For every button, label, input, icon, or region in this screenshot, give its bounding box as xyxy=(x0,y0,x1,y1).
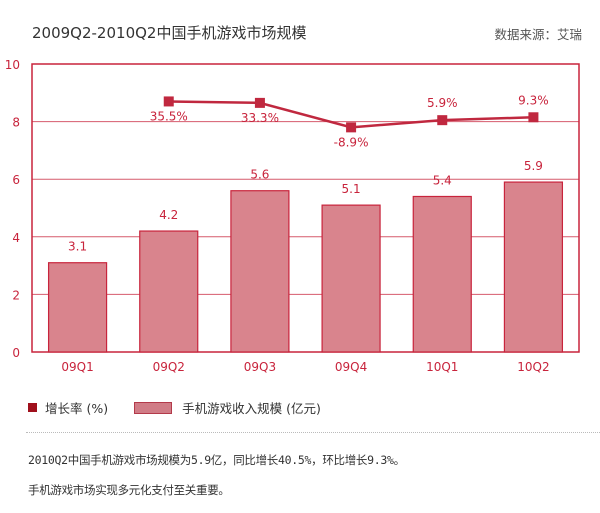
growth-value-label: -8.9% xyxy=(334,135,369,149)
x-tick-label: 10Q2 xyxy=(517,360,549,374)
note-line-2: 手机游戏市场实现多元化支付至关重要。 xyxy=(28,483,230,497)
y-tick-label: 0 xyxy=(12,346,20,360)
gridlines xyxy=(31,63,580,353)
plot-frame xyxy=(31,63,580,353)
growth-marker xyxy=(528,112,539,123)
growth-labels: 35.5% 33.3% -8.9% 5.9% 9.3% xyxy=(150,93,549,149)
bars xyxy=(47,181,564,353)
y-tick-label: 2 xyxy=(12,288,20,302)
legend-item-growth: 增长率 (%) xyxy=(28,398,108,417)
growth-marker xyxy=(163,96,174,107)
x-tick-label: 09Q3 xyxy=(244,360,276,374)
y-tick-label: 8 xyxy=(12,116,20,130)
bar xyxy=(230,190,290,353)
legend-rect-icon xyxy=(134,401,173,414)
note-line-1: 2010Q2中国手机游戏市场规模为5.9亿，同比增长40.5%，环比增长9.3%… xyxy=(28,453,405,467)
legend-label-growth: 增长率 (%) xyxy=(45,401,109,416)
legend: 增长率 (%) 手机游戏收入规模 (亿元) xyxy=(28,398,347,417)
divider xyxy=(26,432,600,433)
x-tick-label: 09Q2 xyxy=(153,360,185,374)
y-tick-labels: 0 2 4 6 8 10 xyxy=(5,58,20,360)
y-tick-label: 6 xyxy=(12,173,20,187)
bar-value-label: 3.1 xyxy=(68,240,87,254)
x-tick-label: 09Q4 xyxy=(335,360,367,374)
growth-value-label: 5.9% xyxy=(427,96,458,110)
growth-value-label: 9.3% xyxy=(518,93,549,107)
y-tick-label: 10 xyxy=(5,58,20,72)
bar-value-label: 5.4 xyxy=(433,173,452,187)
bar xyxy=(412,195,472,353)
x-tick-label: 09Q1 xyxy=(61,360,93,374)
bar xyxy=(321,204,381,353)
growth-marker xyxy=(437,115,448,126)
bar-value-label: 5.9 xyxy=(524,159,543,173)
growth-line xyxy=(163,96,539,133)
growth-marker xyxy=(346,122,357,133)
growth-value-label: 33.3% xyxy=(241,111,279,125)
data-source: 数据来源：艾瑞 xyxy=(494,27,582,42)
y-tick-label: 4 xyxy=(12,231,20,245)
growth-value-label: 35.5% xyxy=(150,109,188,123)
bar-value-label: 4.2 xyxy=(159,208,178,222)
legend-label-revenue: 手机游戏收入规模 (亿元) xyxy=(182,401,321,416)
legend-item-revenue: 手机游戏收入规模 (亿元) xyxy=(134,398,321,417)
bar-labels: 3.1 4.2 5.6 5.1 5.4 5.9 xyxy=(68,159,543,254)
bar-value-label: 5.1 xyxy=(342,182,361,196)
bar-value-label: 5.6 xyxy=(250,168,269,182)
bar xyxy=(47,262,108,353)
chart-title: 2009Q2-2010Q2中国手机游戏市场规模 xyxy=(32,24,307,42)
x-tick-labels: 09Q1 09Q2 09Q3 09Q4 10Q1 10Q2 xyxy=(61,360,549,374)
bar xyxy=(503,181,564,353)
x-tick-label: 10Q1 xyxy=(426,360,458,374)
bar xyxy=(139,230,199,353)
legend-square-icon xyxy=(28,403,37,412)
growth-marker xyxy=(254,97,265,108)
